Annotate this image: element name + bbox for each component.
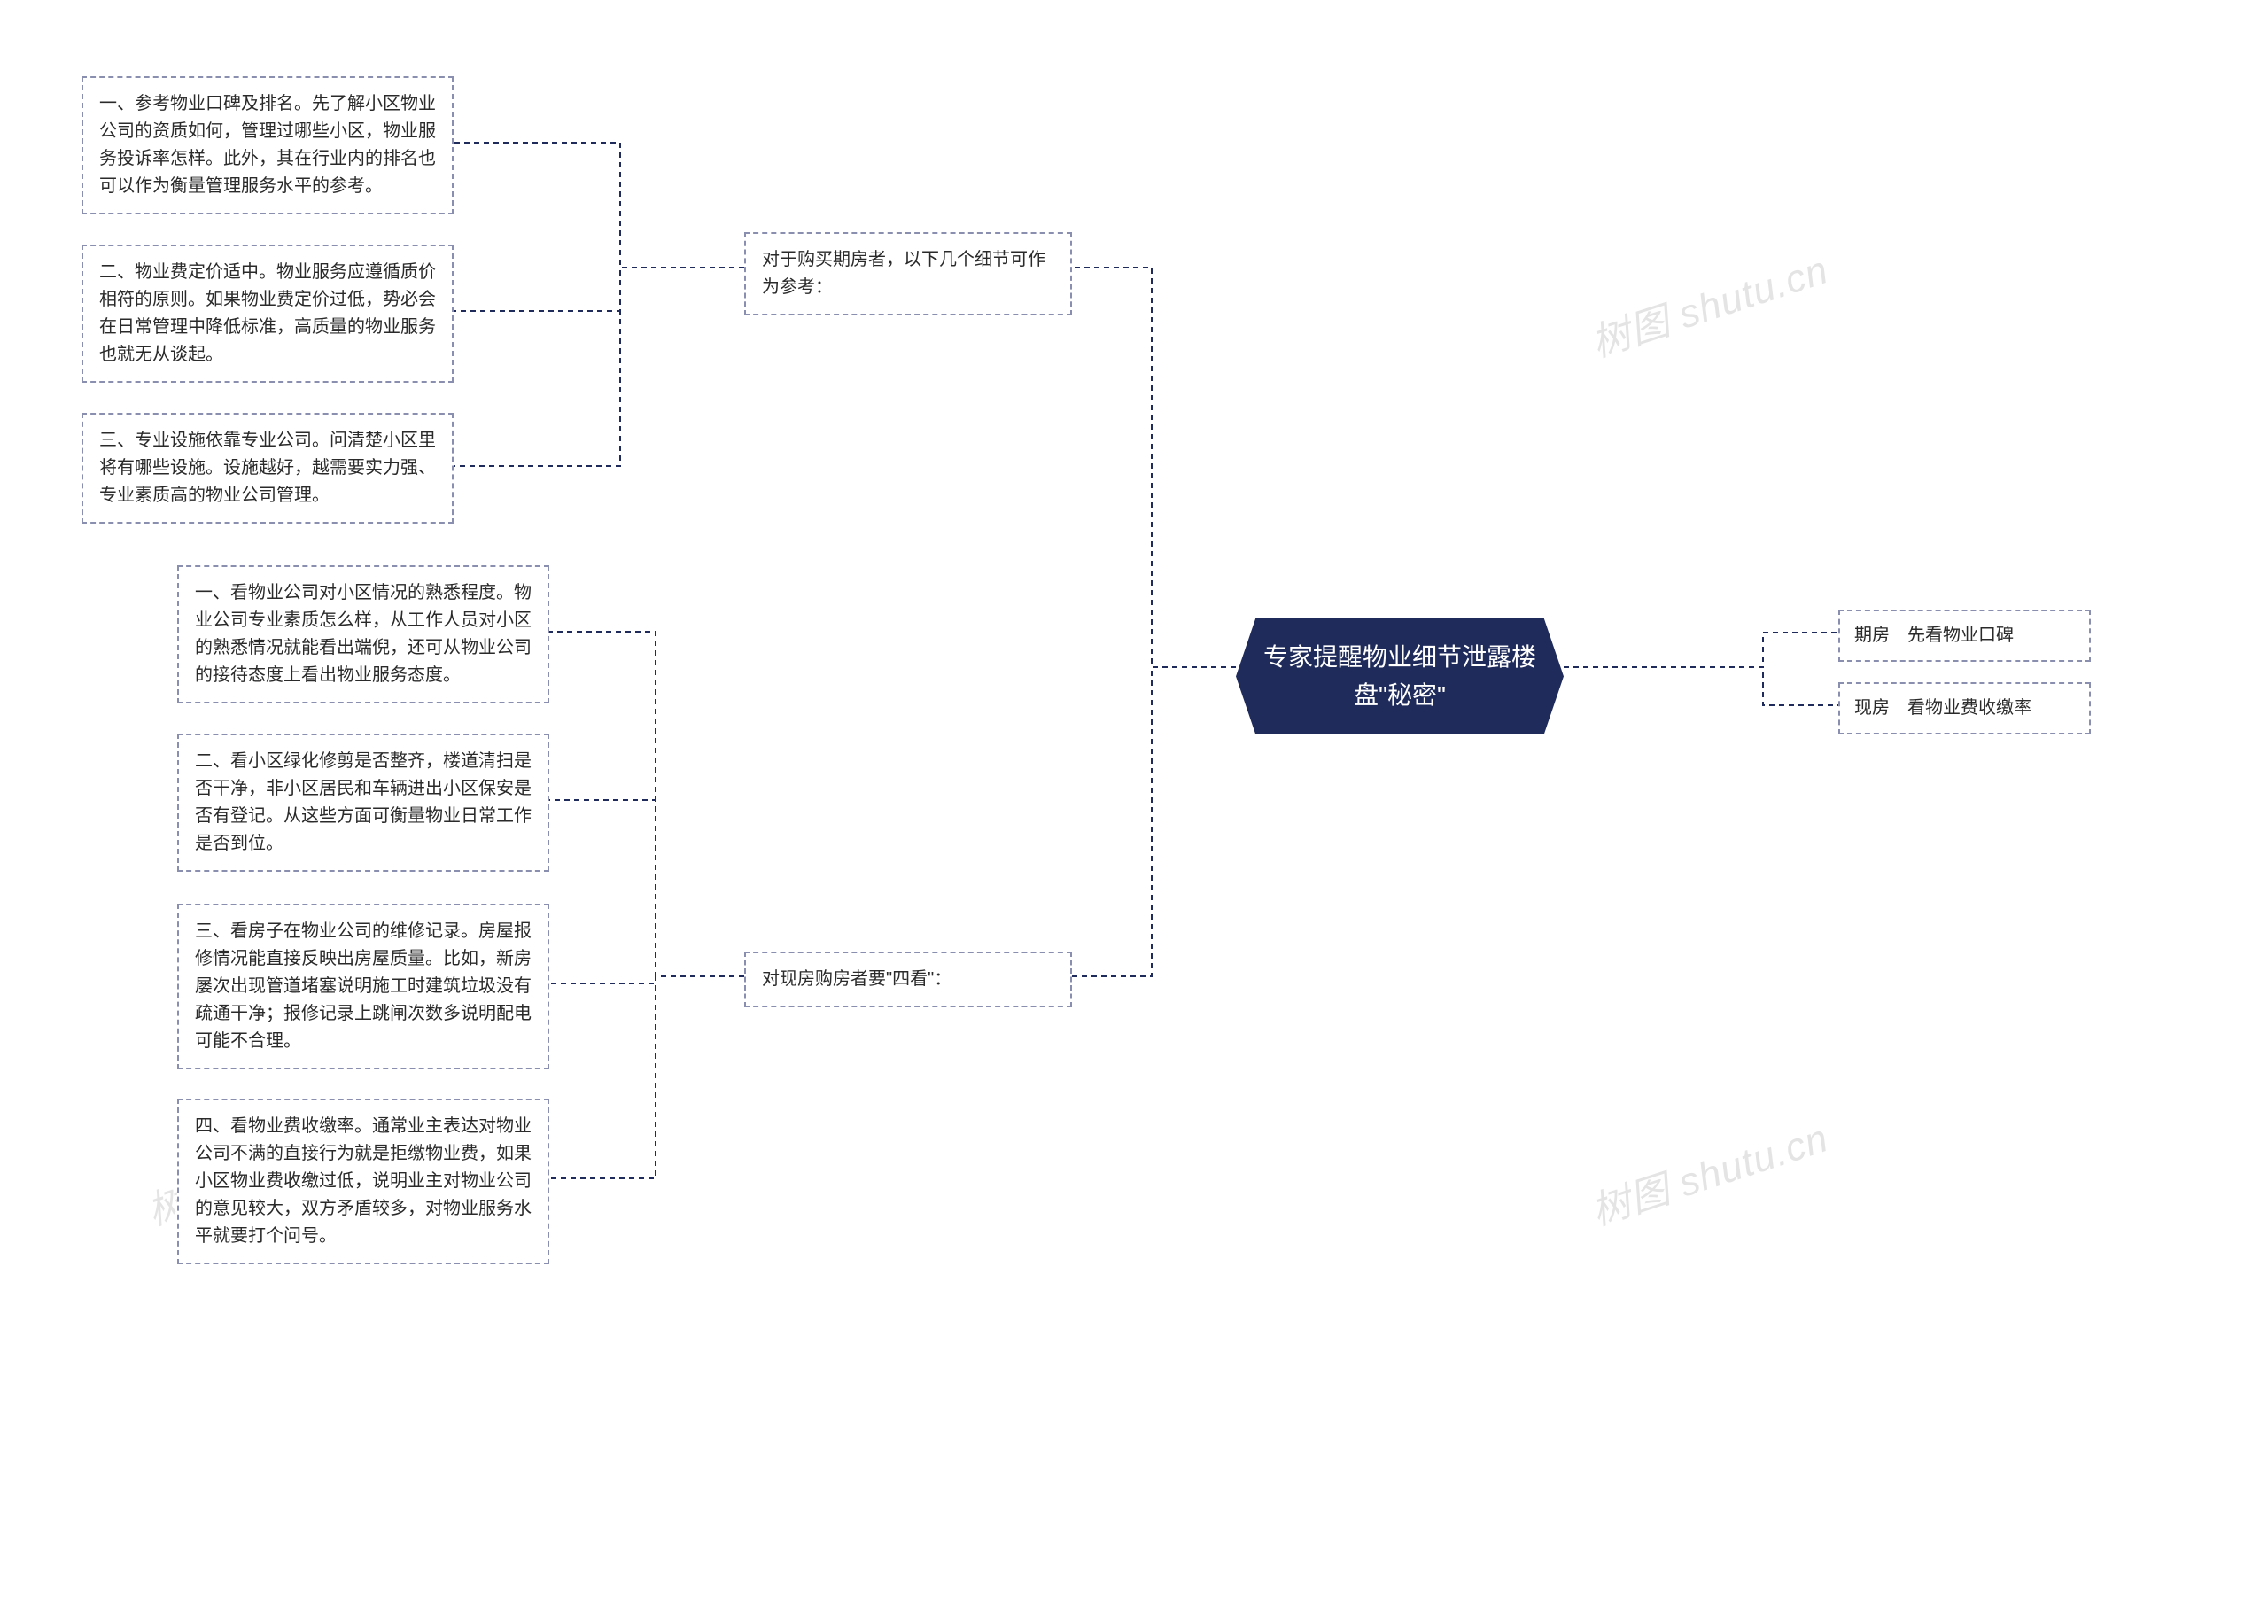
leaf-0-0[interactable]: 一、参考物业口碑及排名。先了解小区物业公司的资质如何，管理过哪些小区，物业服务投… bbox=[82, 76, 454, 214]
left-branch-1[interactable]: 对现房购房者要"四看"： bbox=[744, 952, 1072, 1007]
leaf-1-2[interactable]: 三、看房子在物业公司的维修记录。房屋报修情况能直接反映出房屋质量。比如，新房屡次… bbox=[177, 904, 549, 1069]
leaf-1-1[interactable]: 二、看小区绿化修剪是否整齐，楼道清扫是否干净，非小区居民和车辆进出小区保安是否有… bbox=[177, 734, 549, 872]
watermark: 树图 shutu.cn bbox=[1583, 238, 1835, 369]
leaf-0-2[interactable]: 三、专业设施依靠专业公司。问清楚小区里将有哪些设施。设施越好，越需要实力强、专业… bbox=[82, 413, 454, 524]
leaf-1-0[interactable]: 一、看物业公司对小区情况的熟悉程度。物业公司专业素质怎么样，从工作人员对小区的熟… bbox=[177, 565, 549, 703]
root-node[interactable]: 专家提醒物业细节泄露楼盘"秘密" bbox=[1236, 618, 1564, 734]
right-node-1[interactable]: 现房 看物业费收缴率 bbox=[1838, 682, 2091, 734]
leaf-1-3[interactable]: 四、看物业费收缴率。通常业主表达对物业公司不满的直接行为就是拒缴物业费，如果小区… bbox=[177, 1099, 549, 1264]
watermark: 树图 shutu.cn bbox=[1583, 1107, 1835, 1237]
right-node-0[interactable]: 期房 先看物业口碑 bbox=[1838, 610, 2091, 662]
leaf-0-1[interactable]: 二、物业费定价适中。物业服务应遵循质价相符的原则。如果物业费定价过低，势必会在日… bbox=[82, 245, 454, 383]
left-branch-0[interactable]: 对于购买期房者，以下几个细节可作为参考： bbox=[744, 232, 1072, 315]
mindmap-canvas: 树图 shutu.cn 树图 shutu.cn 树图 shutu.cn 树图 s… bbox=[0, 0, 2268, 1624]
